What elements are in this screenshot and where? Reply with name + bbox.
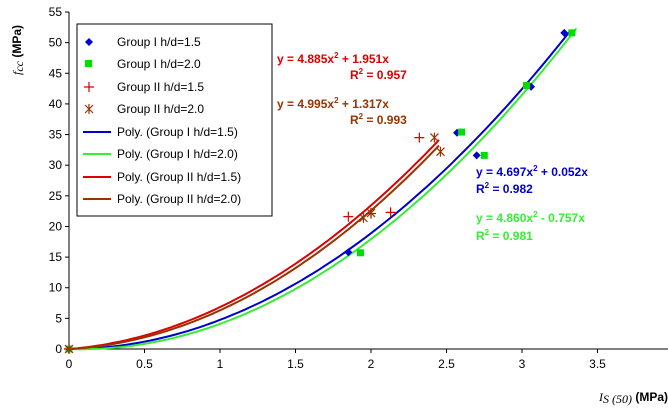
legend-item-group1-h20: Group I h/d=2.0 — [85, 57, 201, 71]
svg-text:Group II h/d=2.0: Group II h/d=2.0 — [117, 102, 204, 116]
trendline-curve-1 — [68, 27, 578, 351]
legend-box — [76, 23, 273, 217]
y-tick-label: 30 — [49, 158, 63, 172]
svg-text:Poly. (Group I h/d=2.0): Poly. (Group I h/d=2.0) — [117, 147, 238, 161]
data-point-s3-p1 — [359, 212, 368, 223]
legend: Group I h/d=1.5 Group I h/d=2.0 Group II… — [76, 23, 273, 217]
x-tick-label: 2 — [368, 357, 375, 371]
legend-star-icon — [84, 104, 94, 114]
x-axis-title: IS (50) (MPa) — [598, 390, 668, 406]
y-tick-label: 25 — [49, 189, 63, 203]
equations: y = 4.885x2 + 1.951x R2 = 0.957 y = 4.99… — [277, 51, 588, 243]
legend-item-poly-group2-h20: Poly. (Group II h/d=2.0) — [83, 192, 241, 206]
x-tick-label: 0.5 — [136, 357, 153, 371]
x-tick-label: 2.5 — [438, 357, 455, 371]
data-markers — [64, 28, 576, 354]
legend-item-group2-h20: Group II h/d=2.0 — [84, 102, 204, 116]
legend-item-poly-group1-h15: Poly. (Group I h/d=1.5) — [83, 125, 238, 139]
data-point-s3-p3 — [429, 132, 439, 143]
equation-group2-h20: y = 4.995x2 + 1.317x — [277, 96, 389, 111]
r2-group1-h20: R2 = 0.981 — [476, 228, 533, 243]
svg-text:Poly. (Group II h/d=2.0): Poly. (Group II h/d=2.0) — [117, 192, 241, 206]
x-tick-label: 3.5 — [589, 357, 606, 371]
y-tick-label: 55 — [49, 5, 63, 19]
data-point-s1-p4 — [523, 82, 531, 90]
data-point-s1-p3 — [480, 151, 488, 159]
r2-group2-h20: R2 = 0.993 — [350, 112, 407, 127]
y-tick-label: 50 — [49, 36, 63, 50]
trendline-curve-0 — [68, 30, 572, 350]
data-point-s0-p1 — [344, 248, 353, 257]
y-tick-label: 0 — [55, 342, 62, 356]
data-point-s1-p5 — [568, 29, 576, 37]
data-point-s0-p3 — [472, 151, 481, 160]
legend-plus-icon — [84, 82, 94, 92]
data-point-s2-p1 — [343, 211, 354, 222]
x-tick-label: 3 — [519, 357, 526, 371]
data-point-s2-p3 — [385, 207, 396, 218]
y-axis-title: fcc (MPa) — [10, 25, 26, 75]
equation-group1-h20: y = 4.860x2 - 0.757x — [476, 210, 585, 225]
y-tick-label: 10 — [49, 281, 63, 295]
y-tick-label: 5 — [55, 311, 62, 325]
data-point-s1-p1 — [356, 249, 364, 257]
trendline-curves — [68, 27, 578, 351]
y-tick-label: 45 — [49, 66, 63, 80]
legend-square-icon — [85, 60, 92, 67]
data-point-s1-p2 — [458, 128, 466, 136]
legend-item-poly-group1-h20: Poly. (Group I h/d=2.0) — [83, 147, 238, 161]
data-point-s3-p4 — [436, 146, 445, 157]
axes: 0 5 10 15 20 25 30 35 40 45 50 55 0 0.5 1 1.5 2 2.5 3 3.5 — [49, 5, 668, 371]
legend-diamond-icon — [85, 38, 93, 46]
x-tick-label: 0 — [66, 357, 73, 371]
svg-text:Group II h/d=1.5: Group II h/d=1.5 — [117, 80, 204, 94]
svg-text:Poly. (Group I h/d=1.5): Poly. (Group I h/d=1.5) — [117, 125, 238, 139]
x-tick-label: 1 — [217, 357, 224, 371]
x-tick-label: 1.5 — [287, 357, 304, 371]
legend-item-poly-group2-h15: Poly. (Group II h/d=1.5) — [83, 170, 241, 184]
data-point-s0-p5 — [560, 28, 569, 37]
r2-group1-h15: R2 = 0.982 — [476, 181, 533, 196]
svg-text:Group I h/d=2.0: Group I h/d=2.0 — [117, 57, 201, 71]
data-point-s3-p0 — [64, 344, 74, 354]
data-point-s2-p4 — [414, 132, 425, 143]
legend-item-group2-h15: Group II h/d=1.5 — [84, 80, 204, 94]
y-tick-label: 35 — [49, 128, 63, 142]
equation-group1-h15: y = 4.697x2 + 0.052x — [476, 164, 588, 179]
equation-group2-h15: y = 4.885x2 + 1.951x — [277, 51, 389, 66]
svg-text:Poly. (Group II h/d=1.5): Poly. (Group II h/d=1.5) — [117, 170, 241, 184]
y-tick-label: 15 — [49, 250, 63, 264]
y-tick-label: 40 — [49, 97, 63, 111]
data-point-s3-p2 — [366, 207, 376, 218]
trendline-curve-3 — [68, 144, 440, 350]
legend-item-group1-h15: Group I h/d=1.5 — [85, 35, 201, 49]
svg-text:Group I h/d=1.5: Group I h/d=1.5 — [117, 35, 201, 49]
trendline-curve-2 — [68, 139, 440, 350]
y-tick-label: 20 — [49, 219, 63, 233]
r2-group2-h15: R2 = 0.957 — [350, 67, 407, 82]
